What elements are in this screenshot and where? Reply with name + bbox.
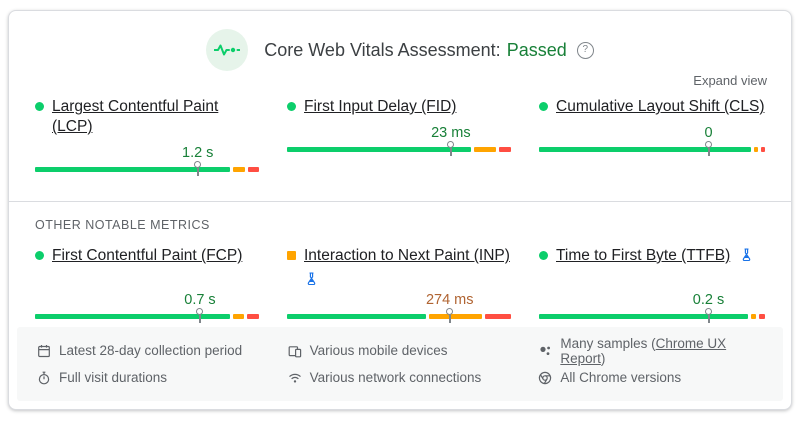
experimental-flask-icon [740, 248, 753, 261]
footer-item-devices: Various mobile devices [288, 337, 513, 364]
metric-status-indicator [35, 102, 44, 111]
metric-bar [35, 167, 261, 172]
metric-status-indicator [287, 102, 296, 111]
metric-bar [287, 147, 513, 152]
footer-item-visit-durations: Full visit durations [37, 364, 262, 391]
core-metrics-row: Largest Contentful Paint (LCP) 1.2 s Fir… [9, 97, 791, 177]
metric-bar [539, 314, 765, 319]
marker-pin [705, 141, 713, 156]
stopwatch-icon [37, 371, 51, 385]
footer-item-label: Full visit durations [59, 370, 168, 385]
footer-item-collection-period: Latest 28-day collection period [37, 337, 262, 364]
metric-bar [35, 314, 261, 319]
metric-value: 23 ms [431, 125, 471, 141]
metric-title-link[interactable]: First Input Delay (FID) [304, 98, 457, 115]
footer-item-network: Various network connections [288, 364, 513, 391]
metric-card-lcp: Largest Contentful Paint (LCP) 1.2 s [35, 97, 261, 177]
core-web-vitals-pulse-icon [206, 29, 249, 71]
help-icon[interactable]: ? [576, 41, 594, 59]
metric-bar [539, 147, 765, 152]
marker-pin [705, 308, 713, 323]
metric-status-indicator [539, 102, 548, 111]
metric-title-link[interactable]: Cumulative Layout Shift (CLS) [556, 98, 765, 115]
metric-card-ttfb: Time to First Byte (TTFB) 0.2 s [539, 246, 765, 324]
metric-status-indicator [287, 251, 296, 260]
chrome-ux-report-link[interactable]: Chrome UX Report [560, 335, 727, 366]
experimental-flask-icon [305, 271, 318, 285]
assessment-title: Core Web Vitals Assessment: [264, 39, 501, 60]
section-divider [9, 201, 791, 202]
metric-value: 0.2 s [692, 292, 725, 308]
metric-title-link[interactable]: Interaction to Next Paint (INP) [304, 247, 510, 264]
calendar-icon [37, 344, 51, 358]
marker-pin [447, 141, 455, 156]
marker-pin [194, 161, 202, 176]
metric-status-indicator [35, 251, 44, 260]
footer-column: Many samples (Chrome UX Report) All Chro… [538, 335, 763, 391]
metric-status-indicator [539, 251, 548, 260]
collection-info-footer: Latest 28-day collection period Full vis… [17, 327, 783, 401]
metric-card-inp: Interaction to Next Paint (INP) 274 ms [287, 246, 513, 324]
footer-column: Various mobile devices Various network c… [288, 337, 513, 391]
wifi-icon [288, 371, 302, 385]
devices-icon [288, 344, 302, 358]
samples-icon [538, 344, 552, 358]
metric-title-link[interactable]: Time to First Byte (TTFB) [556, 247, 731, 264]
footer-item-label: Various network connections [309, 370, 482, 385]
metric-value: 1.2 s [182, 145, 214, 161]
metric-bar [287, 314, 513, 319]
footer-item-label: Many samples (Chrome UX Report) [560, 335, 727, 366]
metric-card-cls: Cumulative Layout Shift (CLS) 0 [539, 97, 765, 177]
marker-pin [196, 308, 204, 323]
assessment-header: Core Web Vitals Assessment: Passed ? [9, 11, 791, 71]
other-metrics-label: OTHER NOTABLE METRICS [35, 218, 210, 232]
chrome-icon [538, 371, 552, 385]
footer-item-samples: Many samples (Chrome UX Report) [538, 335, 763, 366]
footer-item-label: All Chrome versions [560, 370, 682, 385]
other-metrics-row: First Contentful Paint (FCP) 0.7 s Inter… [9, 246, 791, 324]
metric-value: 274 ms [425, 292, 474, 308]
metric-title-link[interactable]: Largest Contentful Paint (LCP) [52, 98, 219, 135]
expand-view-button[interactable]: Expand view [693, 73, 767, 88]
core-web-vitals-panel: Core Web Vitals Assessment: Passed ? Exp… [8, 10, 792, 410]
metric-value: 0 [704, 125, 713, 141]
footer-item-chrome-versions: All Chrome versions [538, 364, 763, 391]
metric-card-fcp: First Contentful Paint (FCP) 0.7 s [35, 246, 261, 324]
footer-item-label: Various mobile devices [309, 343, 448, 358]
marker-pin [446, 308, 454, 323]
metric-value: 0.7 s [184, 292, 216, 308]
footer-item-label: Latest 28-day collection period [59, 343, 243, 358]
metric-card-fid: First Input Delay (FID) 23 ms [287, 97, 513, 177]
assessment-status: Passed [506, 39, 567, 60]
metric-title-link[interactable]: First Contentful Paint (FCP) [52, 247, 243, 264]
footer-column: Latest 28-day collection period Full vis… [37, 337, 262, 391]
